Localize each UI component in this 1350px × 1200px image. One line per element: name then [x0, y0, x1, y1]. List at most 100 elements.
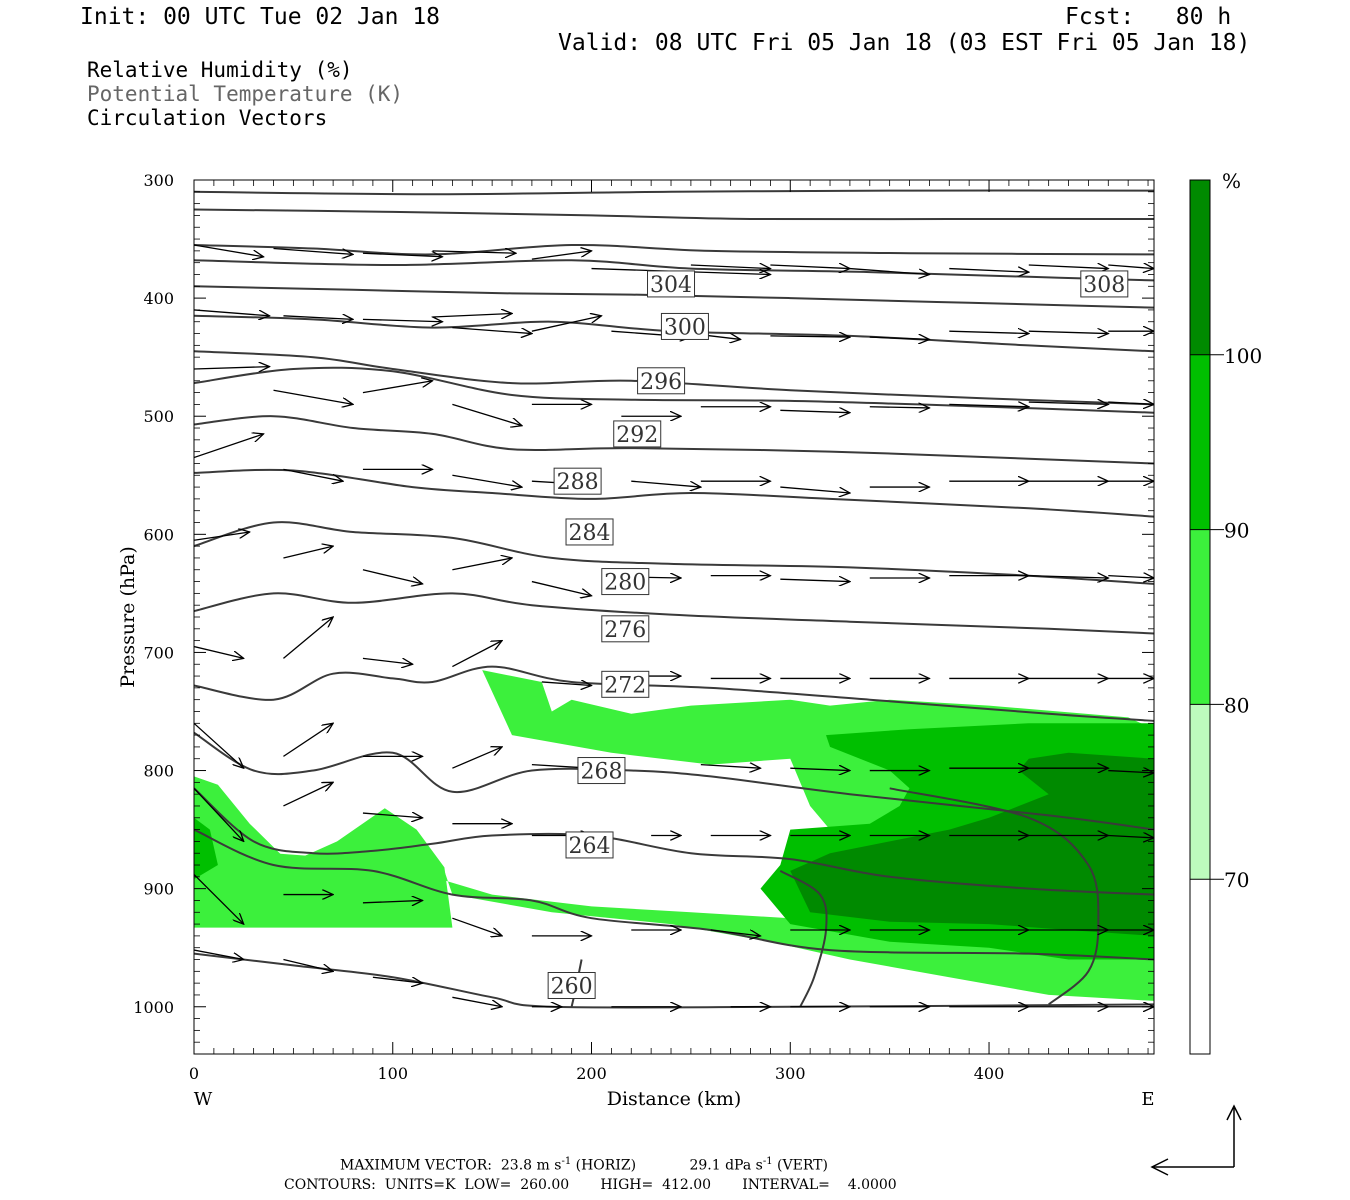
circulation-vector-27 — [362, 381, 433, 394]
theta-contour-11 — [194, 592, 1154, 635]
circulation-vector-74 — [283, 723, 333, 757]
colorbar-swatch-0 — [1190, 879, 1210, 1054]
circulation-vector-56 — [780, 579, 850, 581]
colorbar-label-2: 90 — [1224, 519, 1249, 543]
circulation-vector-16 — [452, 326, 532, 334]
theta-label-box-8 — [601, 615, 650, 643]
circulation-vector-13 — [283, 316, 353, 320]
theta-label-box-6 — [565, 518, 614, 546]
vector-layer — [194, 244, 1154, 1007]
theta-label-box-2 — [660, 312, 709, 340]
y-tick-label-3: 600 — [143, 525, 174, 544]
circulation-vector-63 — [362, 657, 413, 664]
circulation-vector-85 — [283, 782, 333, 807]
theta-label-12: 260 — [551, 974, 593, 999]
colorbar-swatch-3 — [1190, 354, 1210, 530]
circulation-vector-15 — [432, 313, 513, 317]
circulation-vector-42 — [631, 480, 701, 487]
circulation-vector-6 — [690, 265, 771, 269]
theta-label-4: 292 — [616, 423, 658, 448]
circulation-vector-35 — [1028, 402, 1109, 404]
circulation-vector-37 — [194, 434, 264, 459]
x-right-end-label: E — [1141, 1089, 1154, 1110]
circulation-vector-3 — [432, 251, 516, 253]
colorbar-unit: % — [1222, 169, 1241, 193]
valid-time: Valid: 08 UTC Fri 05 Jan 18 (03 EST Fri … — [558, 30, 1251, 56]
circulation-vector-10 — [1028, 265, 1109, 269]
theta-contour-2 — [194, 243, 1154, 256]
theta-contour-9 — [194, 468, 1154, 518]
theta-label-7: 280 — [604, 571, 646, 596]
circulation-vector-111 — [452, 996, 502, 1006]
circulation-vector-14 — [362, 319, 443, 321]
circulation-vector-2 — [362, 253, 443, 257]
circulation-vector-7 — [770, 265, 850, 269]
theta-label-6: 284 — [569, 521, 611, 546]
circulation-vector-34 — [949, 404, 1029, 406]
theta-label-1: 308 — [1083, 273, 1125, 298]
y-tick-label-0: 300 — [143, 171, 174, 190]
circulation-vector-96 — [194, 874, 244, 924]
y-tick-label-2: 500 — [143, 407, 174, 426]
circulation-vector-28 — [452, 403, 522, 425]
theta-label-box-1 — [1080, 270, 1129, 298]
vert-exponent: -1 — [762, 1156, 773, 1167]
circulation-vector-102 — [710, 929, 761, 936]
circulation-vector-79 — [790, 768, 850, 770]
circulation-vector-1 — [273, 247, 354, 255]
circulation-vector-21 — [869, 337, 930, 339]
legend-potential-temperature: Potential Temperature (K) — [87, 82, 404, 106]
theta-label-box-7 — [601, 568, 650, 596]
theta-contour-12 — [194, 665, 1154, 722]
theta-contour-4 — [194, 285, 1154, 309]
horiz-unit: (HORIZ) — [575, 1157, 637, 1174]
theta-label-11: 264 — [569, 834, 611, 859]
theta-label-10: 268 — [580, 760, 622, 785]
circulation-vector-12 — [194, 309, 270, 316]
x-axis-label: Distance (km) — [607, 1088, 742, 1110]
circulation-vector-17 — [531, 316, 602, 332]
theta-label-layer: 304 308 300 296 292 288 284 280 276 272 268 264 260 — [547, 270, 1129, 999]
colorbar-frame — [1189, 179, 1211, 1055]
x-tick-label-3: 300 — [775, 1064, 806, 1083]
circulation-vector-51 — [362, 569, 423, 584]
theta-label-box-4 — [613, 420, 662, 448]
circulation-vector-8 — [849, 267, 930, 275]
circulation-vector-52 — [452, 558, 512, 571]
circulation-vector-59 — [1028, 576, 1109, 578]
circulation-vector-60 — [1108, 576, 1154, 578]
max-vector-label: MAXIMUM VECTOR: — [340, 1157, 492, 1174]
circulation-vector-99 — [452, 917, 502, 936]
circulation-vector-62 — [283, 617, 333, 659]
theta-contour-10 — [194, 521, 1154, 585]
circulation-vector-108 — [194, 949, 244, 959]
theta-label-box-11 — [565, 831, 614, 859]
circulation-vector-11 — [1108, 265, 1154, 269]
max-vector-horiz: 23.8 m s — [500, 1157, 562, 1174]
legend-relative-humidity: Relative Humidity (%) — [87, 58, 353, 82]
circulation-vector-73 — [194, 722, 244, 768]
axis-layer: 300 400 500 600 700 800 900 1000 0 100 200 300 400 — [133, 171, 1154, 1083]
colorbar-swatch-2 — [1190, 529, 1210, 705]
horiz-exponent: -1 — [561, 1156, 572, 1167]
x-left-end-label: W — [194, 1089, 213, 1110]
forecast-hour: Fcst: 80 h — [1065, 4, 1232, 30]
circulation-vector-32 — [780, 410, 850, 412]
colorbar-swatch-1 — [1190, 704, 1210, 880]
reference-vector — [1150, 1104, 1242, 1176]
x-tick-label-1: 100 — [377, 1064, 408, 1083]
colorbar-swatch-4 — [1190, 180, 1210, 355]
colorbar: 70 80 90 100 — [1189, 179, 1262, 1055]
theta-label-5: 288 — [557, 470, 599, 495]
circulation-vector-4 — [531, 251, 592, 260]
theta-label-box-5 — [553, 467, 602, 495]
circulation-vector-40 — [452, 474, 522, 487]
circulation-vector-110 — [372, 976, 423, 983]
vert-unit: (VERT) — [777, 1157, 828, 1174]
circulation-vector-109 — [283, 958, 333, 972]
circulation-vector-25 — [194, 367, 270, 369]
legend-circulation-vectors: Circulation Vectors — [87, 106, 328, 130]
theta-label-box-0 — [647, 270, 696, 298]
y-tick-label-1: 400 — [143, 289, 174, 308]
theta-label-2: 300 — [664, 315, 706, 340]
